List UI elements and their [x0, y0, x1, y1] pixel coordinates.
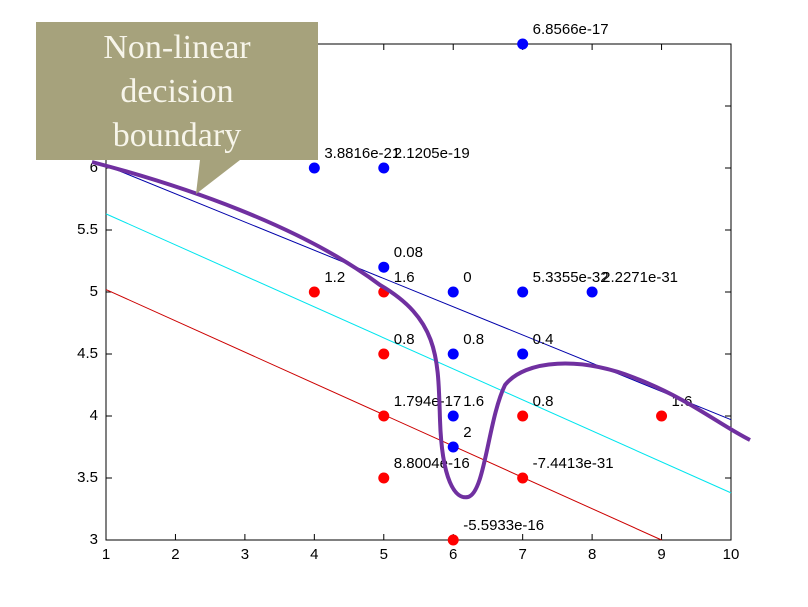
point-label: 0 — [463, 269, 471, 286]
separating-line — [105, 213, 732, 494]
point-label: 1.6 — [394, 269, 415, 286]
point-label: 6.8566e-17 — [533, 21, 609, 38]
decision-boundary — [91, 160, 751, 500]
plot-area: 1234567891033.544.555.566.576.8566e-173.… — [77, 21, 739, 563]
y-tick-label: 3 — [90, 531, 98, 548]
point-label: 2.2271e-31 — [602, 269, 678, 286]
data-point — [447, 441, 459, 453]
data-point — [447, 348, 459, 360]
data-point — [378, 261, 390, 273]
callout-text: decision — [120, 73, 233, 110]
callout-text: Non-linear — [103, 29, 251, 66]
data-point — [378, 472, 390, 484]
y-tick-label: 4 — [90, 407, 98, 424]
x-tick-label: 7 — [518, 546, 526, 563]
data-point — [517, 286, 529, 298]
data-point — [378, 410, 390, 422]
point-label: 2.1205e-19 — [394, 145, 470, 162]
y-tick-label: 5.5 — [77, 221, 98, 238]
y-tick-label: 6 — [90, 159, 98, 176]
data-point — [447, 534, 459, 546]
point-label: 5.3355e-32 — [533, 269, 609, 286]
x-tick-label: 8 — [588, 546, 596, 563]
point-label: 3.8816e-21 — [324, 145, 400, 162]
point-label: 1.6 — [463, 393, 484, 410]
point-label: -7.4413e-31 — [533, 455, 614, 472]
x-tick-label: 6 — [449, 546, 457, 563]
y-tick-label: 3.5 — [77, 469, 98, 486]
x-tick-label: 1 — [102, 546, 110, 563]
data-point — [517, 472, 529, 484]
data-point — [308, 162, 320, 174]
point-label: 0.4 — [533, 331, 554, 348]
x-tick-label: 2 — [171, 546, 179, 563]
x-tick-label: 4 — [310, 546, 318, 563]
x-tick-label: 9 — [657, 546, 665, 563]
point-label: 1.794e-17 — [394, 393, 462, 410]
point-label: 0.8 — [463, 331, 484, 348]
point-label: 2 — [463, 424, 471, 441]
data-point — [447, 286, 459, 298]
x-tick-label: 3 — [241, 546, 249, 563]
point-label: 0.8 — [394, 331, 415, 348]
data-point — [517, 348, 529, 360]
point-label: 0.8 — [533, 393, 554, 410]
y-tick-label: 5 — [90, 283, 98, 300]
y-tick-label: 4.5 — [77, 345, 98, 362]
point-label: 1.2 — [324, 269, 345, 286]
data-point — [517, 38, 529, 50]
data-point — [517, 410, 529, 422]
data-point — [308, 286, 320, 298]
point-label: 8.8004e-16 — [394, 455, 470, 472]
separating-line — [105, 165, 732, 421]
data-point — [378, 162, 390, 174]
x-tick-label: 10 — [723, 546, 740, 563]
point-label: -5.5933e-16 — [463, 517, 544, 534]
callout-box — [36, 22, 318, 194]
data-point — [656, 410, 668, 422]
data-point — [378, 348, 390, 360]
x-tick-label: 5 — [380, 546, 388, 563]
callout: Non-linear decision boundary — [36, 22, 318, 194]
point-label: 0.08 — [394, 244, 423, 261]
data-point — [447, 410, 459, 422]
data-point — [586, 286, 598, 298]
callout-text: boundary — [113, 117, 241, 154]
